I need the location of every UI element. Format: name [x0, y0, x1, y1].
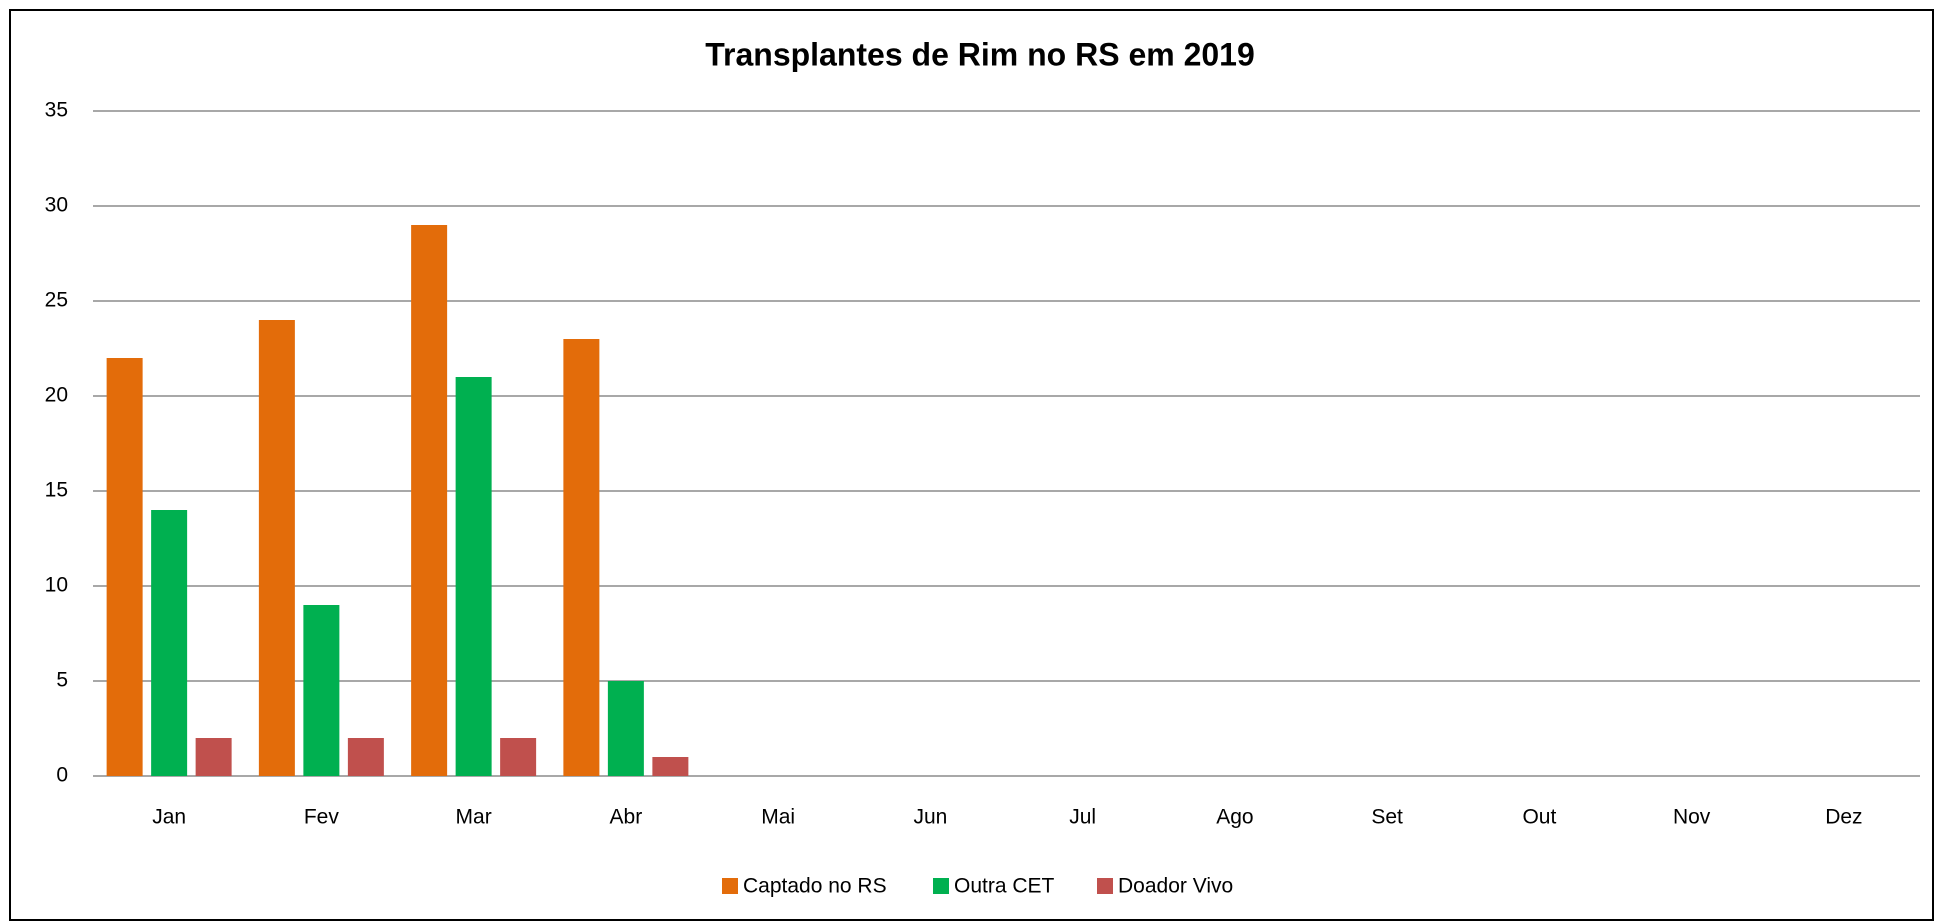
- y-tick-label: 25: [45, 289, 68, 312]
- legend-swatch: [1097, 878, 1113, 894]
- bar: [347, 738, 384, 776]
- y-tick-label: 15: [45, 479, 68, 502]
- y-tick-label: 10: [45, 574, 68, 597]
- x-tick-label: Out: [1522, 806, 1556, 829]
- bar: [195, 738, 232, 776]
- bar: [106, 358, 143, 776]
- bar: [652, 757, 689, 776]
- x-tick-label: Jul: [1069, 806, 1096, 829]
- bar: [411, 225, 448, 776]
- legend-label: Doador Vivo: [1118, 875, 1233, 898]
- legend-label: Captado no RS: [743, 875, 887, 898]
- legend-swatch: [933, 878, 949, 894]
- bar: [258, 320, 295, 776]
- chart-title: Transplantes de Rim no RS em 2019: [705, 36, 1255, 72]
- bar: [151, 510, 188, 776]
- bar: [500, 738, 537, 776]
- x-tick-label: Ago: [1216, 806, 1253, 829]
- x-tick-label: Jun: [913, 806, 947, 829]
- bar: [607, 681, 644, 776]
- y-tick-label: 20: [45, 384, 68, 407]
- x-tick-label: Abr: [610, 806, 643, 829]
- y-tick-label: 35: [45, 99, 68, 122]
- x-tick-label: Set: [1371, 806, 1403, 829]
- x-tick-label: Nov: [1673, 806, 1711, 829]
- x-tick-label: Jan: [152, 806, 186, 829]
- x-tick-label: Mar: [456, 806, 492, 829]
- legend-swatch: [722, 878, 738, 894]
- bar: [303, 605, 340, 776]
- y-tick-label: 5: [56, 669, 68, 692]
- bar: [563, 339, 600, 776]
- chart-frame: [9, 9, 1934, 921]
- x-tick-label: Fev: [304, 806, 340, 829]
- x-tick-label: Mai: [761, 806, 795, 829]
- legend-label: Outra CET: [954, 875, 1055, 898]
- bar: [455, 377, 492, 776]
- y-tick-label: 0: [56, 764, 68, 787]
- y-tick-label: 30: [45, 194, 68, 217]
- x-tick-label: Dez: [1825, 806, 1862, 829]
